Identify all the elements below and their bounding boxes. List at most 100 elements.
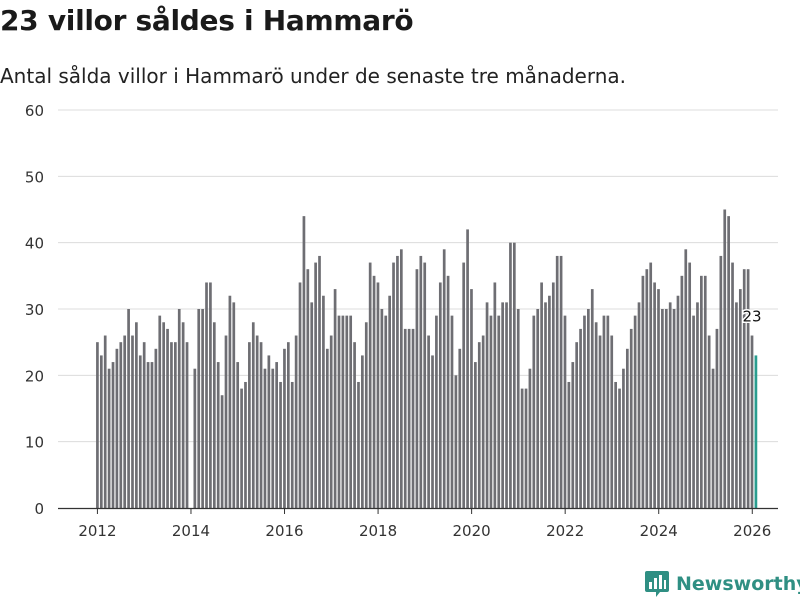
- bar: [520, 388, 524, 508]
- bar: [228, 295, 232, 508]
- bar: [555, 255, 559, 508]
- bar: [509, 242, 512, 509]
- bar: [267, 355, 271, 508]
- bar: [392, 262, 395, 508]
- bar: [259, 342, 263, 508]
- bar: [606, 315, 610, 508]
- bar: [411, 328, 415, 508]
- y-tick-label: 60: [25, 102, 44, 120]
- bar: [485, 302, 489, 508]
- bar: [361, 355, 364, 508]
- bar: [399, 249, 403, 509]
- bar: [727, 216, 730, 508]
- bar: [403, 328, 407, 508]
- bar: [497, 315, 501, 508]
- bar: [610, 335, 614, 508]
- bar: [633, 315, 637, 508]
- bar: [657, 289, 660, 508]
- bar: [322, 295, 325, 508]
- bar: [731, 262, 734, 508]
- bar: [123, 335, 127, 508]
- bar: [668, 302, 672, 508]
- bar: [318, 255, 321, 508]
- bar: [431, 355, 434, 508]
- x-tick-label: 2012: [78, 522, 116, 540]
- bar: [688, 262, 692, 508]
- bar: [742, 269, 746, 508]
- bar: [454, 375, 458, 508]
- bar: [723, 209, 727, 508]
- bar: [481, 335, 485, 508]
- bar: [618, 388, 621, 508]
- bar: [536, 309, 540, 508]
- bar: [341, 315, 345, 508]
- bar: [205, 282, 208, 508]
- bar: [680, 275, 684, 508]
- bar: [115, 348, 119, 508]
- bar: [676, 295, 680, 508]
- bar: [738, 289, 742, 508]
- bar: [384, 315, 388, 508]
- bar: [419, 255, 423, 508]
- bar: [138, 355, 142, 508]
- bar: [310, 302, 314, 508]
- bar: [181, 322, 185, 508]
- bar: [244, 381, 247, 508]
- bar: [212, 322, 216, 508]
- bar: [290, 381, 294, 508]
- bar: [458, 348, 462, 508]
- bar: [177, 309, 181, 508]
- bar: [474, 362, 477, 508]
- bar: [388, 295, 391, 508]
- bar: [544, 302, 547, 508]
- y-tick-label: 30: [25, 301, 44, 319]
- bar: [255, 335, 259, 508]
- bar: [672, 309, 676, 508]
- bar: [236, 362, 240, 508]
- bar: [653, 282, 656, 508]
- bar: [185, 342, 189, 508]
- x-tick-label: 2026: [733, 522, 771, 540]
- bar: [376, 282, 380, 508]
- bar: [571, 362, 575, 508]
- bar: [142, 342, 146, 508]
- bar: [345, 315, 349, 508]
- bar: [645, 269, 649, 508]
- bar: [602, 315, 606, 508]
- bar: [96, 342, 99, 508]
- bar: [563, 315, 567, 508]
- bar: [649, 262, 653, 508]
- y-tick-label: 40: [25, 235, 44, 253]
- bar: [614, 381, 617, 508]
- bar: [524, 388, 528, 508]
- x-tick-label: 2022: [546, 522, 584, 540]
- bar: [263, 368, 267, 508]
- bar: [477, 342, 481, 508]
- bar: [103, 335, 107, 508]
- brand-logo: Newsworthy: [644, 569, 800, 599]
- bar: [719, 255, 723, 508]
- bar: [625, 348, 629, 508]
- bar: [302, 216, 306, 508]
- bar: [692, 315, 695, 508]
- bar: [746, 269, 750, 508]
- bar: [368, 262, 372, 508]
- bar: [286, 342, 290, 508]
- bar: [216, 362, 220, 508]
- bar: [575, 342, 579, 508]
- bar: [700, 275, 703, 508]
- bar: [684, 249, 688, 509]
- bar: [201, 309, 204, 508]
- bar: [711, 368, 715, 508]
- bar: [279, 381, 282, 508]
- bar: [579, 328, 582, 508]
- bar: [559, 255, 563, 508]
- bar: [158, 315, 162, 508]
- bar: [209, 282, 212, 508]
- bar: [333, 289, 337, 508]
- bar: [750, 335, 754, 508]
- bar: [337, 315, 341, 508]
- bar: [438, 282, 442, 508]
- bar: [99, 355, 103, 508]
